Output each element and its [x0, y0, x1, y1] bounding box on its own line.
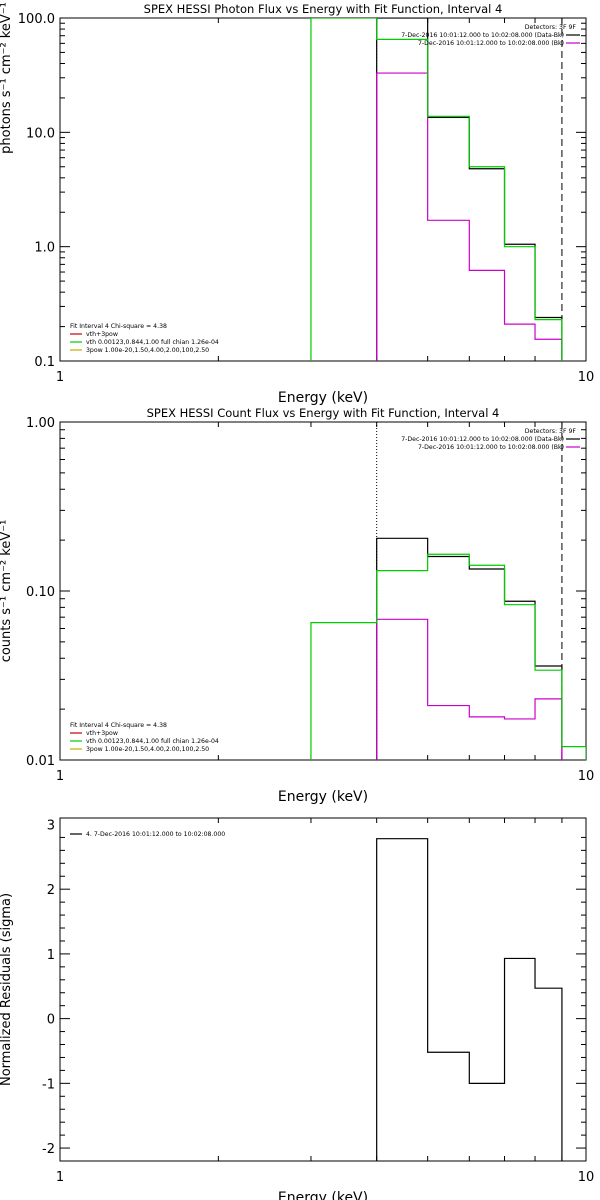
x-tick-label: 10 [578, 370, 595, 385]
x-minor-ticks [217, 18, 563, 361]
y-axis-label: photons s⁻¹ cm⁻² keV⁻¹ [0, 2, 14, 154]
y-tick-label: -2 [42, 1142, 55, 1157]
y-tick-label: 1 [47, 948, 55, 963]
series-vth-3pow [310, 18, 563, 361]
chart-title: SPEX HESSI Photon Flux vs Energy with Fi… [144, 2, 503, 16]
y-axis-label: Normalized Residuals (sigma) [0, 893, 14, 1086]
x-tick-label: 1 [56, 1170, 64, 1185]
chart-title: SPEX HESSI Count Flux vs Energy with Fit… [147, 406, 500, 420]
legend-entry: 7-Dec-2016 10:01:12.000 to 10:02:08.000 … [401, 436, 564, 443]
x-axis-label: Energy (keV) [278, 1190, 368, 1200]
y-tick-label: 1.0 [34, 241, 55, 256]
legend-bottom-left: Fit Interval 4 Chi-square = 4.38vth+3pow… [70, 323, 219, 354]
plot-frame [59, 817, 587, 1162]
legend-entry: 7-Dec-2016 10:01:12.000 to 10:02:08.000 … [418, 444, 564, 451]
legend-entry: 3pow 1.00e-20,1.50,4.00,2.00,100,2.50 [86, 347, 209, 354]
series-data-bk [376, 537, 563, 760]
y-tick-label: 3 [47, 818, 55, 833]
x-axis-label: Energy (keV) [278, 390, 368, 406]
y-tick-label: 0 [47, 1013, 55, 1028]
legend-entry: Detectors: 3F 9F [525, 24, 577, 31]
x-tick-label: 1 [56, 370, 64, 385]
x-tick-label: 10 [578, 1170, 595, 1185]
x-minor-ticks [217, 818, 563, 1161]
series-residuals [376, 838, 563, 1161]
y-tick-label: 0.10 [26, 585, 55, 600]
panel-2: SPEX HESSI Count Flux vs Energy with Fit… [0, 406, 594, 805]
legend-entry: 4. 7-Dec-2016 10:01:12.000 to 10:02:08.0… [86, 831, 225, 838]
series-bk [376, 72, 563, 361]
x-tick-label: 1 [56, 769, 64, 784]
plot-frame [59, 421, 587, 761]
x-tick-label: 10 [578, 769, 595, 784]
y-ticks [60, 836, 586, 1149]
series-data-bk [376, 18, 563, 361]
x-axis-label: Energy (keV) [278, 789, 368, 805]
legend-entry: 7-Dec-2016 10:01:12.000 to 10:02:08.000 … [418, 40, 564, 47]
panel-1: SPEX HESSI Photon Flux vs Energy with Fi… [0, 2, 594, 406]
panel-3: 1 10 Energy (keV) -2 -1 0 1 2 3 Normalized Residu… [0, 817, 595, 1200]
y-tick-label: 2 [47, 883, 55, 898]
legend-bottom-left: Fit Interval 4 Chi-square = 4.38vth+3pow… [70, 722, 219, 753]
y-tick-label: 0.1 [34, 355, 55, 370]
legend-entry: Detectors: 3F 9F [525, 428, 577, 435]
series-vth-3pow [310, 553, 586, 760]
y-tick-label: -1 [42, 1077, 55, 1092]
legend-top-right: Detectors: 3F 9F7-Dec-2016 10:01:12.000 … [401, 428, 580, 451]
y-ticks [60, 421, 586, 761]
fit-header: Fit Interval 4 Chi-square = 4.38 [70, 323, 167, 330]
x-minor-ticks [217, 422, 563, 760]
legend-entry: vth 0.00123,0.844,1.00 full chian 1.26e-… [86, 339, 219, 346]
legend-top-right: Detectors: 3F 9F7-Dec-2016 10:01:12.000 … [401, 24, 580, 47]
y-axis-label: counts s⁻¹ cm⁻² keV⁻¹ [0, 520, 14, 663]
y-ticks [60, 17, 586, 362]
legend-top-left: 4. 7-Dec-2016 10:01:12.000 to 10:02:08.0… [70, 831, 225, 838]
legend-entry: vth 0.00123,0.844,1.00 full chian 1.26e-… [86, 738, 219, 745]
y-tick-label: 1.00 [26, 416, 55, 431]
series-bk [376, 618, 563, 760]
plot-frame [59, 17, 587, 362]
legend-entry: 7-Dec-2016 10:01:12.000 to 10:02:08.000 … [401, 32, 564, 39]
fit-header: Fit Interval 4 Chi-square = 4.38 [70, 722, 167, 729]
y-tick-label: 0.01 [26, 754, 55, 769]
legend-entry: vth+3pow [86, 331, 118, 338]
legend-entry: vth+3pow [86, 730, 118, 737]
legend-entry: 3pow 1.00e-20,1.50,4.00,2.00,100,2.50 [86, 746, 209, 753]
y-tick-label: 10.0 [26, 126, 55, 141]
y-tick-label: 100.0 [18, 12, 55, 27]
